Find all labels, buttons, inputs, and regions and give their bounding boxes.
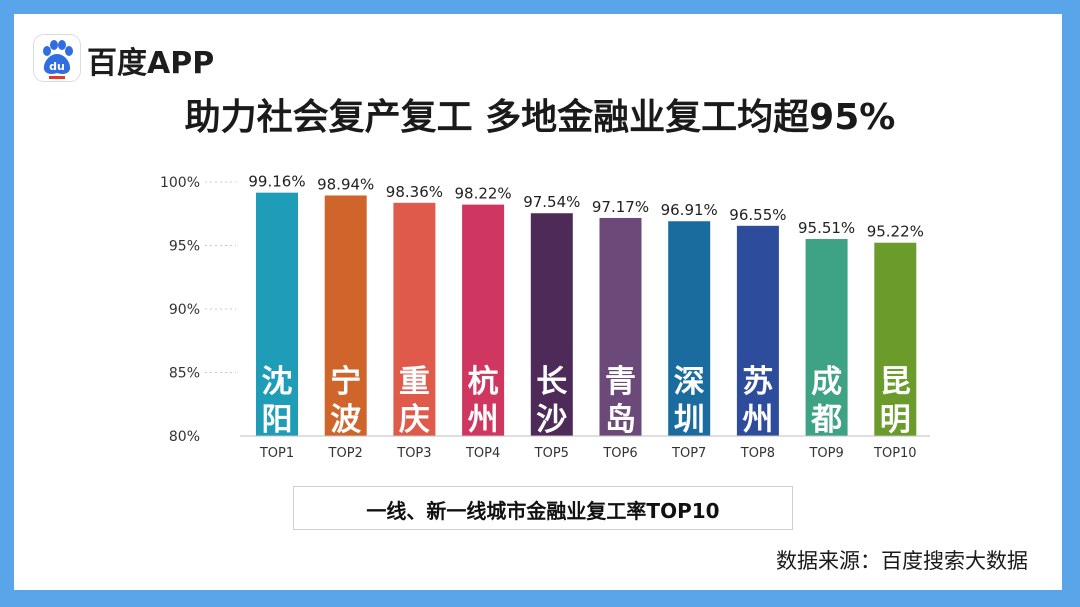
x-tick-label: TOP7 [671, 446, 706, 461]
svg-text:du: du [49, 60, 65, 73]
city-label: 重 [399, 364, 430, 400]
bar [393, 202, 436, 436]
x-tick-label: TOP6 [602, 446, 637, 461]
x-tick-label: TOP5 [534, 446, 569, 461]
city-label: 杭 [468, 364, 499, 400]
x-tick-label: TOP2 [328, 446, 363, 461]
city-label: 明 [880, 402, 911, 438]
city-label: 阳 [262, 402, 293, 438]
x-tick-label: TOP10 [873, 446, 917, 461]
bar [599, 217, 642, 436]
bar [256, 192, 298, 436]
x-tick-label: TOP8 [740, 446, 775, 461]
value-label: 99.16% [248, 173, 305, 191]
city-label: 宁 [330, 364, 361, 400]
bar [736, 225, 779, 436]
bars: 99.16% 沈阳 TOP1 98.94% 宁波 TOP2 98.36% 重庆 TOP3 98.2… [248, 173, 924, 461]
bar [874, 242, 917, 436]
value-label: 97.54% [523, 193, 580, 211]
source-note: 数据来源：百度搜索大数据 [776, 549, 1028, 573]
legend-label: 一线、新一线城市金融业复工率TOP10 [366, 499, 720, 523]
value-label: 98.22% [454, 185, 511, 203]
city-label: 沙 [536, 402, 567, 438]
value-label: 96.91% [661, 201, 718, 219]
bar [324, 195, 367, 436]
value-label: 98.36% [386, 183, 443, 201]
baidu-logo: du [34, 35, 80, 81]
page-title: 助力社会复产复工 多地金融业复工均超95% [184, 97, 896, 138]
bar [668, 221, 711, 436]
city-label: 昆 [880, 364, 911, 400]
x-tick-label: TOP4 [465, 446, 500, 461]
legend-box: 一线、新一线城市金融业复工率TOP10 [293, 486, 793, 530]
city-label: 成 [811, 364, 842, 400]
x-tick-label: TOP3 [396, 446, 431, 461]
city-label: 庆 [399, 402, 430, 438]
value-label: 96.55% [729, 206, 786, 224]
y-tick-label: 80% [169, 429, 200, 445]
value-label: 97.17% [592, 198, 649, 216]
city-label: 州 [468, 402, 499, 438]
baidu-paw-logo-icon: du [43, 40, 73, 79]
value-label: 95.22% [867, 223, 924, 241]
city-label: 长 [536, 364, 567, 400]
city-label: 沈 [262, 364, 293, 400]
city-label: 深 [674, 364, 705, 400]
y-tick-label: 100% [160, 175, 200, 191]
brand-name: 百度APP [87, 46, 215, 81]
bar [462, 204, 505, 436]
y-axis: 80% 85% 90% 95% 100% [160, 175, 236, 445]
y-tick-label: 90% [169, 302, 200, 318]
city-label: 岛 [605, 402, 636, 438]
y-tick-label: 85% [169, 366, 200, 382]
city-label: 州 [742, 402, 773, 438]
x-tick-label: TOP9 [808, 446, 843, 461]
x-tick-label: TOP1 [259, 446, 294, 461]
value-label: 98.94% [317, 175, 374, 193]
city-label: 波 [330, 402, 361, 438]
city-label: 都 [810, 402, 842, 438]
y-tick-label: 95% [169, 239, 200, 255]
bar [805, 239, 848, 436]
city-label: 圳 [674, 402, 705, 438]
city-label: 苏 [742, 364, 773, 400]
value-label: 95.51% [798, 219, 855, 237]
city-label: 青 [605, 364, 636, 400]
bar [530, 213, 573, 436]
